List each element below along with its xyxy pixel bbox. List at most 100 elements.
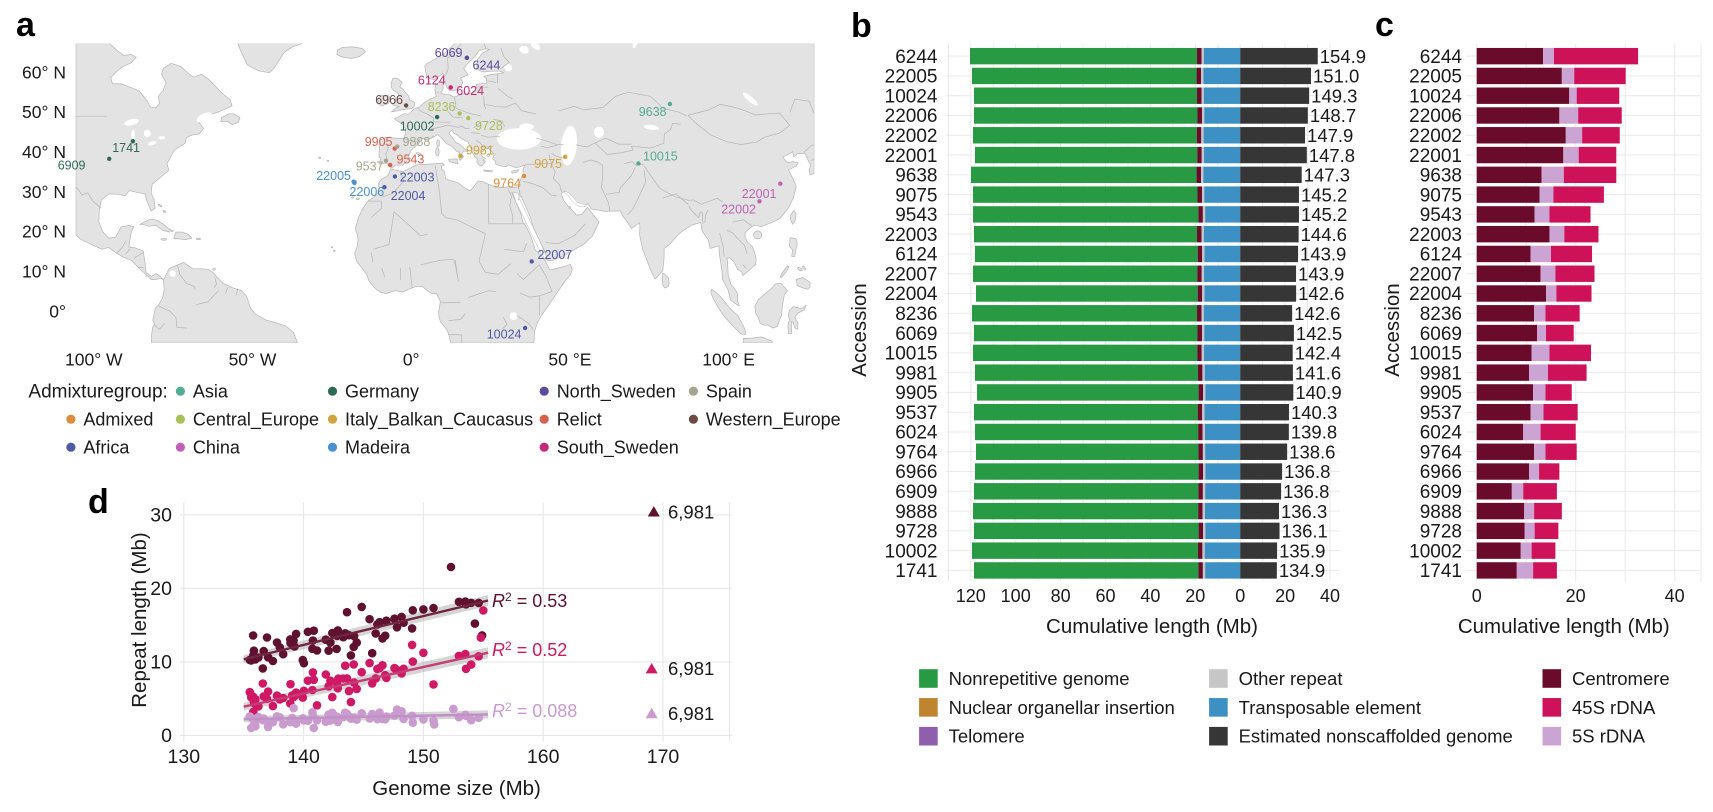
svg-text:9638: 9638 bbox=[1420, 166, 1462, 187]
svg-text:8236: 8236 bbox=[1420, 304, 1462, 325]
svg-text:9075: 9075 bbox=[895, 185, 937, 206]
svg-text:10024: 10024 bbox=[487, 328, 522, 342]
svg-text:China: China bbox=[193, 438, 241, 458]
svg-text:136.8: 136.8 bbox=[1283, 481, 1329, 502]
svg-text:150: 150 bbox=[407, 746, 440, 768]
svg-text:100: 100 bbox=[1001, 586, 1031, 606]
svg-text:138.6: 138.6 bbox=[1289, 441, 1335, 462]
svg-text:9728: 9728 bbox=[475, 119, 503, 133]
svg-text:10024: 10024 bbox=[1409, 86, 1462, 107]
svg-text:9981: 9981 bbox=[895, 363, 937, 384]
svg-text:Germany: Germany bbox=[345, 382, 419, 402]
svg-text:9888: 9888 bbox=[1420, 502, 1462, 523]
svg-text:120: 120 bbox=[956, 586, 986, 606]
svg-text:50° W: 50° W bbox=[229, 350, 277, 370]
svg-text:147.8: 147.8 bbox=[1309, 145, 1355, 166]
svg-text:40: 40 bbox=[1320, 586, 1340, 606]
svg-text:9905: 9905 bbox=[895, 383, 937, 404]
svg-text:20: 20 bbox=[1566, 586, 1586, 606]
svg-text:8236: 8236 bbox=[895, 304, 937, 325]
svg-text:9981: 9981 bbox=[1420, 363, 1462, 384]
svg-text:10° N: 10° N bbox=[22, 262, 66, 282]
svg-text:a: a bbox=[16, 6, 36, 44]
svg-text:20° N: 20° N bbox=[22, 222, 66, 242]
svg-text:22007: 22007 bbox=[885, 264, 938, 285]
svg-text:Estimated nonscaffolded genome: Estimated nonscaffolded genome bbox=[1239, 726, 1513, 747]
svg-text:South_Sweden: South_Sweden bbox=[557, 438, 679, 459]
svg-text:143.9: 143.9 bbox=[1298, 263, 1344, 284]
svg-text:6069: 6069 bbox=[895, 324, 937, 345]
svg-text:9537: 9537 bbox=[1420, 403, 1462, 424]
svg-text:100° E: 100° E bbox=[702, 350, 755, 370]
svg-text:North_Sweden: North_Sweden bbox=[557, 382, 676, 403]
svg-text:40: 40 bbox=[1665, 586, 1685, 606]
svg-text:6966: 6966 bbox=[1420, 462, 1462, 483]
svg-text:9543: 9543 bbox=[1420, 205, 1462, 226]
svg-text:6,981: 6,981 bbox=[668, 703, 714, 724]
svg-text:140.9: 140.9 bbox=[1295, 382, 1341, 403]
svg-text:Repeat length (Mb): Repeat length (Mb) bbox=[128, 532, 151, 707]
svg-text:Nonrepetitive genome: Nonrepetitive genome bbox=[949, 668, 1130, 689]
svg-text:9728: 9728 bbox=[1420, 522, 1462, 543]
svg-text:Telomere: Telomere bbox=[949, 726, 1025, 747]
svg-text:80: 80 bbox=[1051, 586, 1071, 606]
svg-text:6069: 6069 bbox=[435, 46, 463, 60]
svg-text:Admixturegroup:: Admixturegroup: bbox=[28, 382, 167, 403]
svg-text:22003: 22003 bbox=[1409, 225, 1462, 246]
svg-text:5S rDNA: 5S rDNA bbox=[1572, 726, 1646, 747]
svg-text:143.9: 143.9 bbox=[1300, 244, 1346, 265]
svg-text:100° W: 100° W bbox=[65, 350, 123, 370]
svg-text:6909: 6909 bbox=[58, 159, 86, 173]
svg-text:45S rDNA: 45S rDNA bbox=[1572, 697, 1656, 718]
svg-text:1741: 1741 bbox=[895, 561, 937, 582]
svg-text:142.6: 142.6 bbox=[1294, 303, 1340, 324]
svg-text:139.8: 139.8 bbox=[1291, 422, 1337, 443]
svg-text:0°: 0° bbox=[49, 301, 66, 321]
svg-text:136.1: 136.1 bbox=[1282, 521, 1328, 542]
svg-text:135.9: 135.9 bbox=[1279, 540, 1325, 561]
svg-text:10015: 10015 bbox=[1409, 344, 1462, 365]
svg-text:1741: 1741 bbox=[1420, 561, 1462, 582]
svg-text:136.8: 136.8 bbox=[1284, 461, 1330, 482]
svg-text:22001: 22001 bbox=[742, 187, 777, 201]
svg-text:134.9: 134.9 bbox=[1279, 560, 1325, 581]
svg-text:22001: 22001 bbox=[1409, 146, 1462, 167]
svg-text:10002: 10002 bbox=[400, 120, 435, 134]
svg-text:6909: 6909 bbox=[1420, 482, 1462, 503]
svg-text:22005: 22005 bbox=[885, 67, 938, 88]
svg-text:6124: 6124 bbox=[895, 245, 938, 266]
svg-text:9543: 9543 bbox=[397, 153, 425, 167]
svg-text:22003: 22003 bbox=[400, 171, 435, 185]
svg-text:Africa: Africa bbox=[83, 438, 130, 458]
svg-text:9537: 9537 bbox=[895, 403, 937, 424]
svg-text:R2 = 0.088: R2 = 0.088 bbox=[492, 700, 577, 721]
svg-text:10: 10 bbox=[150, 651, 172, 673]
svg-text:10002: 10002 bbox=[1409, 541, 1462, 562]
svg-text:9537: 9537 bbox=[356, 160, 384, 174]
svg-text:6124: 6124 bbox=[1420, 245, 1463, 266]
svg-text:0: 0 bbox=[161, 725, 172, 747]
svg-text:d: d bbox=[88, 483, 109, 521]
svg-text:145.2: 145.2 bbox=[1301, 184, 1347, 205]
svg-text:50 °E: 50 °E bbox=[548, 350, 591, 370]
svg-text:Other repeat: Other repeat bbox=[1239, 668, 1343, 689]
svg-text:60: 60 bbox=[1095, 586, 1115, 606]
svg-text:9905: 9905 bbox=[1420, 383, 1462, 404]
svg-text:1741: 1741 bbox=[112, 141, 140, 155]
svg-text:140.3: 140.3 bbox=[1291, 402, 1337, 423]
svg-text:6,981: 6,981 bbox=[668, 501, 714, 522]
svg-text:148.7: 148.7 bbox=[1310, 105, 1356, 126]
svg-text:6124: 6124 bbox=[418, 74, 446, 88]
svg-text:9888: 9888 bbox=[403, 135, 431, 149]
svg-text:160: 160 bbox=[527, 746, 560, 768]
svg-text:Transposable element: Transposable element bbox=[1239, 697, 1421, 718]
svg-text:0°: 0° bbox=[403, 350, 420, 370]
svg-text:130: 130 bbox=[168, 746, 201, 768]
svg-text:22006: 22006 bbox=[1409, 106, 1462, 127]
svg-text:Accession: Accession bbox=[848, 283, 871, 376]
svg-text:b: b bbox=[851, 7, 872, 45]
svg-text:142.5: 142.5 bbox=[1296, 323, 1342, 344]
svg-text:141.6: 141.6 bbox=[1295, 362, 1341, 383]
svg-text:30° N: 30° N bbox=[22, 182, 66, 202]
svg-text:20: 20 bbox=[1185, 586, 1205, 606]
